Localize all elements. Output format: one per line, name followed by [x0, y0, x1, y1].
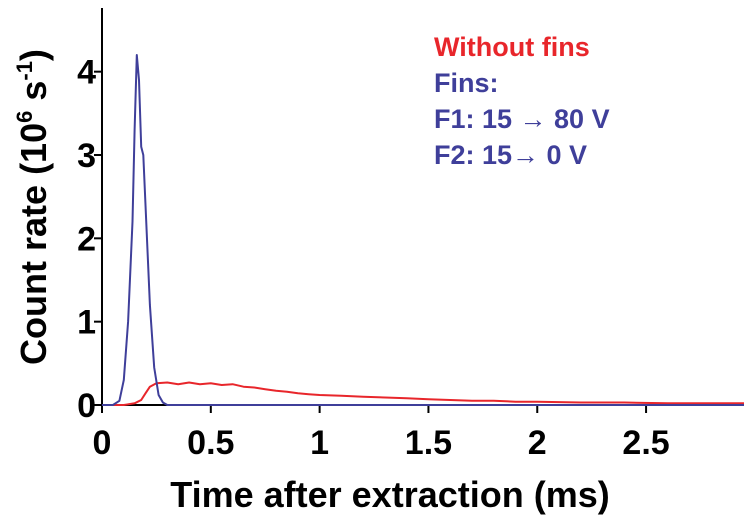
y-tick-label: 0 [77, 387, 96, 425]
legend: Without fins Fins: F1: 15 → 80 V F2: 15→ 0 … [434, 32, 610, 170]
x-tick-label: 2.5 [622, 424, 669, 462]
legend-entry-1: Fins: [434, 68, 499, 98]
y-tick-label: 3 [77, 137, 96, 175]
x-tick-label: 1 [310, 424, 329, 462]
series-line-0 [102, 381, 744, 406]
legend-entry-0: Without fins [434, 32, 590, 62]
y-axis-title-main: Count rate (10 [13, 123, 54, 365]
y-tick-label: 4 [77, 54, 96, 92]
ticks: 0 0.5 1 1.5 2 2.5 0 1 2 3 4 [77, 54, 670, 462]
x-tick-label: 1.5 [405, 424, 452, 462]
y-axis-title-exp1: 6 [12, 111, 37, 123]
series-line-1 [102, 54, 744, 406]
y-axis-title-exp2: -1 [12, 61, 37, 81]
axes [101, 8, 744, 406]
x-tick-label: 0.5 [187, 424, 234, 462]
x-tick-label: 2 [528, 424, 547, 462]
x-tick-label: 0 [93, 424, 112, 462]
series-group [102, 54, 744, 406]
legend-entry-3: F2: 15→ 0 V [434, 140, 587, 170]
y-tick-label: 2 [77, 220, 96, 258]
legend-entry-2: F1: 15 → 80 V [434, 104, 610, 134]
y-axis-title-mid: s [13, 81, 54, 111]
y-axis-title-end: ) [13, 49, 54, 61]
y-tick-label: 1 [77, 304, 96, 342]
x-axis-title: Time after extraction (ms) [170, 474, 609, 515]
y-axis-title: Count rate (106 s-1) [12, 49, 54, 365]
